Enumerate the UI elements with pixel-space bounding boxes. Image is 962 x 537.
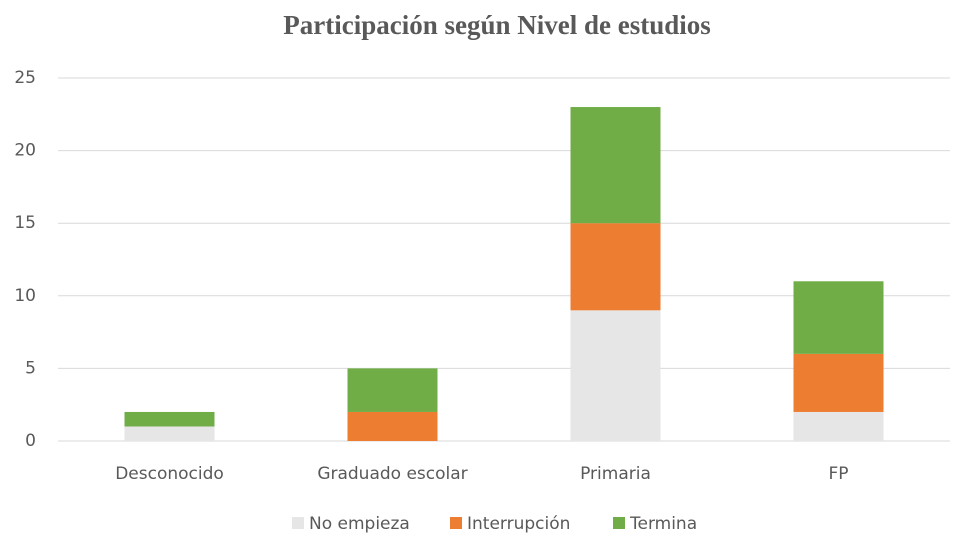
y-tick-label: 15 (14, 213, 36, 233)
y-tick-label: 25 (14, 68, 36, 88)
bar-segment (570, 107, 661, 224)
y-tick-label: 20 (14, 141, 36, 161)
bar-segment (347, 411, 438, 441)
bar-segment (124, 411, 215, 427)
legend-label: Interrupción (467, 514, 570, 534)
x-tick-label: FP (828, 464, 848, 484)
bar-segment (570, 223, 661, 311)
bar-segment (124, 426, 215, 441)
bar-segment (347, 368, 438, 412)
legend-label: No empieza (309, 514, 410, 534)
x-tick-label: Graduado escolar (317, 464, 467, 484)
x-tick-label: Desconocido (115, 464, 224, 484)
chart-title: Participación según Nivel de estudios (283, 10, 711, 40)
y-tick-label: 0 (25, 431, 36, 451)
x-tick-label: Primaria (580, 464, 651, 484)
y-tick-label: 5 (25, 358, 36, 378)
legend-swatch (613, 517, 625, 529)
bar-segment (570, 310, 661, 441)
legend-swatch (292, 517, 304, 529)
bar-segment (793, 411, 884, 441)
bar-segment (793, 353, 884, 412)
legend-label: Termina (629, 514, 697, 534)
bar-segment (793, 281, 884, 354)
legend-swatch (450, 517, 462, 529)
y-tick-label: 10 (14, 286, 36, 306)
